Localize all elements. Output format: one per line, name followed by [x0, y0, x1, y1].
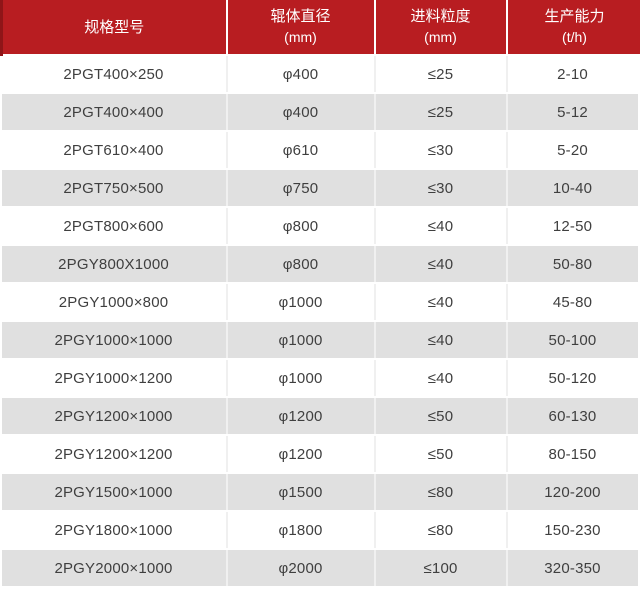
table-row: 2PGT750×500 φ750 ≤30 10-40 [1, 169, 640, 208]
cell-roller-diameter: φ1000 [226, 321, 376, 360]
cell-feed-size: ≤40 [374, 283, 508, 322]
cell-roller-diameter: φ800 [226, 245, 376, 284]
cell-model: 2PGY2000×1000 [1, 549, 228, 588]
column-header-capacity-unit: (t/h) [562, 29, 587, 45]
cell-roller-diameter: φ1200 [226, 435, 376, 474]
cell-roller-diameter: φ1000 [226, 283, 376, 322]
column-header-roller-diameter-unit: (mm) [284, 29, 317, 45]
cell-capacity: 45-80 [506, 283, 640, 322]
cell-capacity: 320-350 [506, 549, 640, 588]
cell-roller-diameter: φ1500 [226, 473, 376, 512]
cell-capacity: 12-50 [506, 207, 640, 246]
cell-capacity: 50-120 [506, 359, 640, 398]
table-row: 2PGY1000×1000 φ1000 ≤40 50-100 [1, 321, 640, 360]
cell-roller-diameter: φ800 [226, 207, 376, 246]
cell-model: 2PGT400×250 [1, 55, 228, 94]
column-header-roller-diameter-label: 辊体直径 [270, 8, 331, 25]
cell-model: 2PGY1000×1200 [1, 359, 228, 398]
cell-feed-size: ≤40 [374, 359, 508, 398]
column-header-capacity: 生产能力 (t/h) [506, 0, 640, 56]
cell-feed-size: ≤50 [374, 397, 508, 436]
cell-roller-diameter: φ1200 [226, 397, 376, 436]
cell-feed-size: ≤40 [374, 245, 508, 284]
table-row: 2PGY2000×1000 φ2000 ≤100 320-350 [1, 549, 640, 588]
column-header-capacity-label: 生产能力 [544, 8, 605, 25]
table-row: 2PGT400×400 φ400 ≤25 5-12 [1, 93, 640, 132]
table-row: 2PGY1000×800 φ1000 ≤40 45-80 [1, 283, 640, 322]
cell-capacity: 5-12 [506, 93, 640, 132]
cell-roller-diameter: φ1800 [226, 511, 376, 550]
cell-capacity: 150-230 [506, 511, 640, 550]
cell-feed-size: ≤80 [374, 473, 508, 512]
table-row: 2PGY1200×1200 φ1200 ≤50 80-150 [1, 435, 640, 474]
cell-model: 2PGT750×500 [1, 169, 228, 208]
cell-feed-size: ≤100 [374, 549, 508, 588]
cell-feed-size: ≤25 [374, 55, 508, 94]
cell-model: 2PGY1200×1200 [1, 435, 228, 474]
cell-feed-size: ≤40 [374, 321, 508, 360]
table-row: 2PGY1500×1000 φ1500 ≤80 120-200 [1, 473, 640, 512]
cell-feed-size: ≤80 [374, 511, 508, 550]
column-header-feed-size-label: 进料粒度 [410, 8, 471, 25]
column-header-feed-size-unit: (mm) [424, 29, 457, 45]
cell-model: 2PGT610×400 [1, 131, 228, 170]
cell-roller-diameter: φ750 [226, 169, 376, 208]
cell-feed-size: ≤25 [374, 93, 508, 132]
cell-capacity: 2-10 [506, 55, 640, 94]
cell-roller-diameter: φ1000 [226, 359, 376, 398]
table-row: 2PGT800×600 φ800 ≤40 12-50 [1, 207, 640, 246]
cell-model: 2PGT800×600 [1, 207, 228, 246]
cell-capacity: 60-130 [506, 397, 640, 436]
cell-model: 2PGY1500×1000 [1, 473, 228, 512]
spec-table-header: 规格型号 辊体直径 (mm) 进料粒度 (mm) 生产能力 (t/h) [0, 0, 640, 56]
cell-roller-diameter: φ400 [226, 55, 376, 94]
table-row: 2PGY800X1000 φ800 ≤40 50-80 [1, 245, 640, 284]
cell-capacity: 50-80 [506, 245, 640, 284]
cell-feed-size: ≤40 [374, 207, 508, 246]
cell-feed-size: ≤50 [374, 435, 508, 474]
table-row: 2PGT400×250 φ400 ≤25 2-10 [1, 55, 640, 94]
cell-capacity: 10-40 [506, 169, 640, 208]
column-header-model-label: 规格型号 [84, 18, 145, 36]
cell-capacity: 80-150 [506, 435, 640, 474]
cell-roller-diameter: φ610 [226, 131, 376, 170]
cell-capacity: 50-100 [506, 321, 640, 360]
spec-table-body: 2PGT400×250 φ400 ≤25 2-10 2PGT400×400 φ400 ≤25… [1, 55, 640, 588]
header-row: 规格型号 辊体直径 (mm) 进料粒度 (mm) 生产能力 (t/h) [0, 0, 640, 56]
cell-model: 2PGY1200×1000 [1, 397, 228, 436]
cell-model: 2PGT400×400 [1, 93, 228, 132]
cell-roller-diameter: φ2000 [226, 549, 376, 588]
column-header-roller-diameter: 辊体直径 (mm) [226, 0, 376, 56]
column-header-model: 规格型号 [0, 0, 228, 56]
cell-capacity: 5-20 [506, 131, 640, 170]
table-row: 2PGT610×400 φ610 ≤30 5-20 [1, 131, 640, 170]
table-row: 2PGY1200×1000 φ1200 ≤50 60-130 [1, 397, 640, 436]
cell-roller-diameter: φ400 [226, 93, 376, 132]
cell-feed-size: ≤30 [374, 131, 508, 170]
cell-model: 2PGY1000×1000 [1, 321, 228, 360]
cell-feed-size: ≤30 [374, 169, 508, 208]
cell-model: 2PGY800X1000 [1, 245, 228, 284]
cell-model: 2PGY1000×800 [1, 283, 228, 322]
cell-capacity: 120-200 [506, 473, 640, 512]
table-row: 2PGY1000×1200 φ1000 ≤40 50-120 [1, 359, 640, 398]
cell-model: 2PGY1800×1000 [1, 511, 228, 550]
table-row: 2PGY1800×1000 φ1800 ≤80 150-230 [1, 511, 640, 550]
column-header-feed-size: 进料粒度 (mm) [374, 0, 508, 56]
